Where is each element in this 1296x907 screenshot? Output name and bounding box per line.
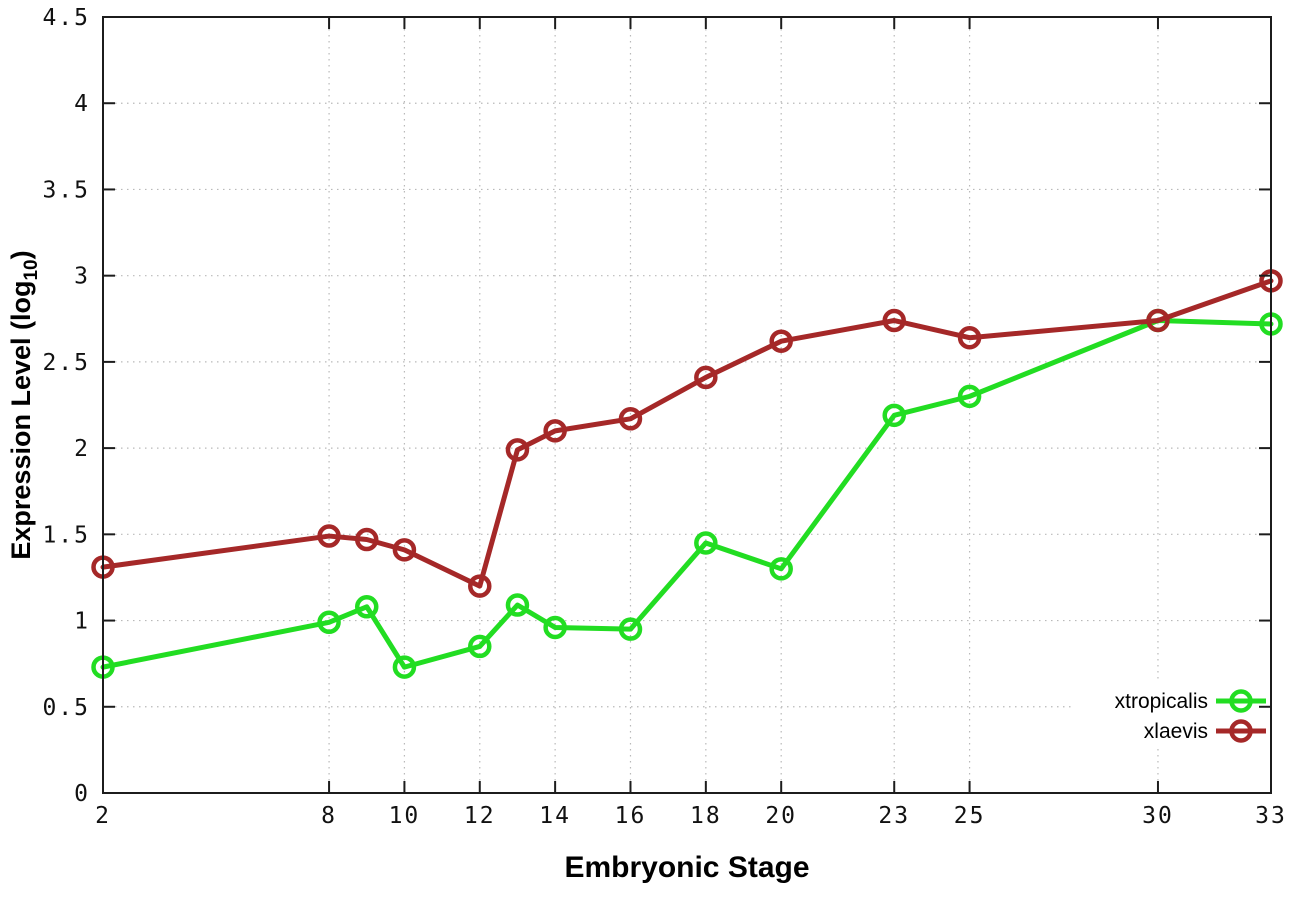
data-point-xlaevis xyxy=(505,438,530,462)
y-tick-label: 3 xyxy=(74,264,90,290)
data-point-xlaevis xyxy=(957,325,982,350)
data-point-xtropicalis xyxy=(392,655,417,679)
data-point-xlaevis xyxy=(468,574,492,598)
x-tick-label: 8 xyxy=(321,803,337,829)
y-axis-title-suffix: ) xyxy=(6,250,36,259)
y-tick-label: 2 xyxy=(74,436,90,462)
data-point-xlaevis xyxy=(694,365,718,390)
legend: xtropicalis xlaevis xyxy=(1115,689,1266,743)
legend-marker-xlaevis xyxy=(1229,719,1253,743)
y-tick-label: 0 xyxy=(74,781,90,807)
x-tick-label: 10 xyxy=(389,803,421,829)
y-tick-label: 1.5 xyxy=(42,522,90,548)
y-axis-title: Expression Level (log10) xyxy=(6,250,42,559)
data-point-xtropicalis xyxy=(354,595,379,619)
series-line-xlaevis xyxy=(100,278,1274,589)
data-point-xtropicalis xyxy=(468,634,492,659)
plot-border xyxy=(102,16,1272,794)
data-point-xtropicalis xyxy=(769,557,793,581)
x-tick-label: 33 xyxy=(1255,803,1287,829)
data-point-xtropicalis xyxy=(957,384,982,409)
data-point-xtropicalis xyxy=(618,617,643,641)
y-axis-title-prefix: Expression Level (log xyxy=(6,281,36,560)
legend-label-xlaevis: xlaevis xyxy=(1144,720,1208,743)
data-point-xlaevis xyxy=(769,329,793,353)
y-tick-label: 3.5 xyxy=(42,177,90,203)
x-tick-label: 18 xyxy=(690,803,722,829)
x-tick-label: 14 xyxy=(539,803,571,829)
x-axis-title: Embryonic Stage xyxy=(564,851,809,884)
data-point-xtropicalis xyxy=(317,610,341,635)
x-tick-label: 25 xyxy=(954,803,986,829)
data-point-xlaevis xyxy=(1146,308,1170,333)
y-tick-label: 1 xyxy=(74,609,90,635)
data-point-xlaevis xyxy=(392,538,417,562)
legend-label-xtropicalis: xtropicalis xyxy=(1115,690,1208,713)
y-tick-label: 2.5 xyxy=(42,350,90,376)
data-point-xlaevis xyxy=(618,407,643,431)
x-tick-label: 30 xyxy=(1142,803,1174,829)
series-line-xtropicalis xyxy=(100,318,1274,670)
x-tick-label: 20 xyxy=(765,803,797,829)
data-point-xtropicalis xyxy=(543,615,567,640)
data-point-xtropicalis xyxy=(505,593,530,617)
data-point-xlaevis xyxy=(354,527,379,552)
x-tick-label: 2 xyxy=(95,803,111,829)
data-point-xtropicalis xyxy=(882,403,906,428)
data-point-xtropicalis xyxy=(694,531,718,555)
y-tick-label: 4 xyxy=(74,91,90,117)
legend-marker-xtropicalis xyxy=(1229,689,1253,713)
x-tick-label: 16 xyxy=(615,803,647,829)
y-axis-title-subscript: 10 xyxy=(21,259,42,280)
x-tick-label: 23 xyxy=(878,803,910,829)
y-tick-label: 4.5 xyxy=(42,5,90,31)
y-tick-label: 0.5 xyxy=(42,695,90,721)
tick-marks xyxy=(102,16,1272,794)
data-point-xlaevis xyxy=(317,524,341,548)
data-point-xlaevis xyxy=(543,419,567,443)
x-tick-label: 12 xyxy=(464,803,496,829)
data-point-xlaevis xyxy=(882,308,906,333)
